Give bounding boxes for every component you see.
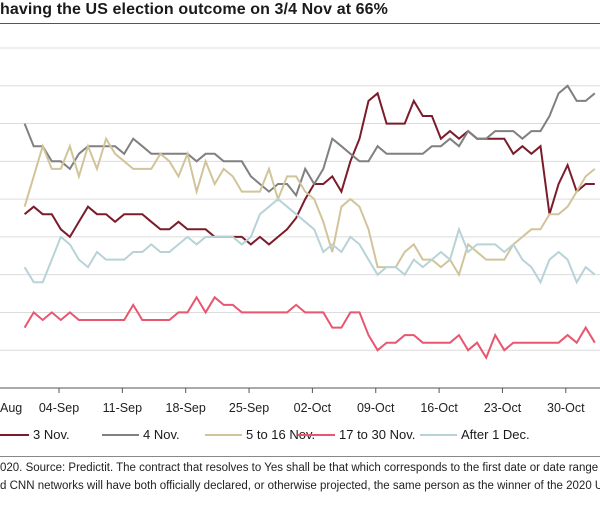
x-ticks: Aug 04-Sep 11-Sep 18-Sep 25-Sep 02-Oct 09-Oct 1… (0, 388, 585, 415)
legend-item: After 1 Dec. (420, 427, 530, 442)
legend-label: 17 to 30 Nov. (339, 427, 416, 442)
series-line-after-1-dec (23, 197, 596, 285)
footnote-line-1: 020. Source: Predictit. The contract tha… (0, 462, 599, 474)
legend-label: 3 Nov. (33, 427, 70, 442)
line-chart: Aug 04-Sep 11-Sep 18-Sep 25-Sep 02-Oct 09-Oct 1… (0, 47, 600, 415)
chart-title: having the US election outcome on 3/4 No… (0, 1, 388, 18)
x-tick-label: 30-Oct (547, 401, 585, 415)
legend-swatch (205, 433, 242, 436)
x-tick-label: 04-Sep (39, 401, 79, 415)
legend-label: 4 Nov. (143, 427, 180, 442)
series-lines (23, 84, 596, 361)
legend-swatch (0, 433, 29, 436)
x-tick-label: 09-Oct (357, 401, 395, 415)
legend-swatch (102, 433, 139, 436)
legend-item: 5 to 16 Nov. (205, 427, 315, 442)
x-tick-label: 18-Sep (166, 401, 206, 415)
legend-label: After 1 Dec. (461, 427, 530, 442)
legend-item: 4 Nov. (102, 427, 180, 442)
series-line-5-to-16-nov (23, 136, 596, 278)
series-line-4-nov (23, 84, 596, 198)
x-tick-label: 23-Oct (484, 401, 522, 415)
x-tick-label: 11-Sep (103, 401, 142, 415)
series-line-3-nov (23, 91, 595, 246)
legend-item: 3 Nov. (0, 427, 70, 442)
x-tick-label: 25-Sep (229, 401, 269, 415)
legend-label: 5 to 16 Nov. (246, 427, 316, 442)
title-divider (0, 23, 600, 24)
series-line-17-to-30-nov (23, 295, 596, 361)
footer-divider (0, 456, 600, 457)
legend: 3 Nov. 4 Nov. 5 to 16 Nov. 17 to 30 Nov. Aft… (0, 427, 600, 447)
legend-swatch (298, 433, 335, 436)
x-tick-label: 16-Oct (420, 401, 458, 415)
legend-item: 17 to 30 Nov. (298, 427, 415, 442)
x-tick-label: Aug (0, 401, 22, 415)
x-tick-label: 02-Oct (294, 401, 332, 415)
footnote-line-2: d CNN networks will have both officially… (0, 480, 600, 492)
legend-swatch (420, 433, 457, 436)
gridlines (0, 47, 600, 351)
